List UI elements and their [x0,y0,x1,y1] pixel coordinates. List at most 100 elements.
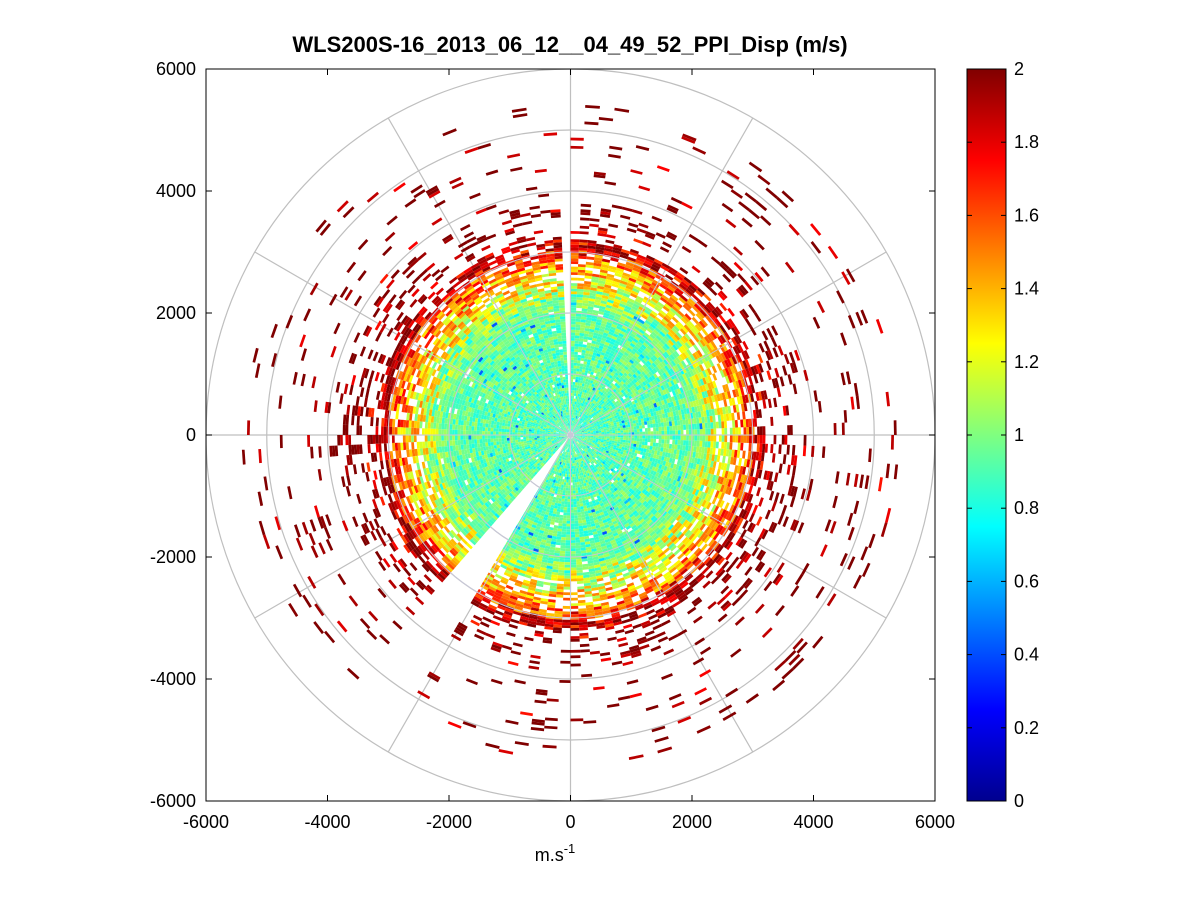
data-cell [724,406,729,414]
data-cell [637,362,643,368]
data-cell [586,421,590,424]
data-cell [665,376,670,383]
data-cell [622,414,626,418]
data-cell [603,398,607,403]
data-cell [587,417,590,420]
data-cell [667,381,673,387]
data-cell [647,335,654,342]
data-cell [574,384,578,388]
data-cell [743,427,747,435]
data-cell [487,431,491,435]
data-cell [611,363,617,368]
data-cell [745,418,749,428]
data-cell [559,316,566,320]
data-cell [719,369,725,378]
data-cell [626,368,632,373]
data-cell [579,327,585,331]
data-cell [675,357,681,364]
data-cell [561,338,567,342]
data-cell [581,415,584,419]
data-cell [659,354,666,361]
data-cell [607,364,612,369]
data-cell [633,423,637,427]
data-cell [737,371,743,380]
data-cell [740,419,744,428]
data-cell [607,370,612,375]
data-cell [685,424,689,430]
data-cell [630,349,636,355]
data-cell [696,372,703,380]
data-cell [576,419,579,423]
data-cell [558,368,562,372]
data-cell [612,374,618,379]
data-cell [603,395,607,399]
data-cell [573,362,577,366]
data-cell [675,430,678,435]
data-cell [662,278,671,286]
data-cell [710,428,714,435]
data-cell [595,415,599,418]
data-cell [643,296,651,303]
data-cell [667,355,673,362]
data-cell [567,401,570,404]
data-cell [694,380,700,388]
data-cell [603,428,607,431]
data-cell [644,362,650,368]
data-cell [583,417,587,421]
data-cell [697,239,708,248]
data-cell [637,415,641,420]
data-cell [614,365,620,370]
data-cell [667,331,674,338]
data-cell [627,337,633,343]
data-cell [744,280,753,291]
data-cell [405,427,409,435]
data-cell [598,420,602,423]
data-cell [651,399,656,404]
data-cell [615,430,618,433]
data-cell [671,327,678,334]
data-cell [579,432,583,434]
data-cell [836,290,845,304]
data-cell [664,303,672,310]
data-cell [652,279,661,286]
data-cell [573,360,578,363]
data-cell [570,269,578,273]
data-cell [485,423,489,428]
data-cell [617,374,622,379]
data-cell [581,419,584,422]
data-cell [635,402,640,407]
data-cell [642,431,646,435]
data-cell [584,430,588,432]
data-cell [577,428,581,430]
data-cell [545,436,548,438]
data-cell [639,382,645,388]
data-cell [668,339,675,346]
data-cell [691,293,700,302]
data-cell [733,246,743,256]
data-cell [653,318,660,325]
data-cell [611,347,617,352]
data-cell [748,376,754,386]
data-cell [661,328,668,336]
data-cell [712,329,720,338]
data-cell [590,409,594,413]
data-cell [671,396,676,402]
data-cell [649,299,657,306]
data-cell [474,422,478,427]
data-cell [608,361,613,366]
data-cell [572,382,576,385]
data-cell [659,283,668,290]
data-cell [490,427,494,432]
data-cell [575,429,578,432]
data-cell [618,351,624,357]
data-cell [699,423,703,430]
data-cell [855,395,860,410]
data-cell [744,192,757,203]
data-cell [570,247,579,251]
data-cell [628,335,635,341]
data-cell [635,364,641,370]
data-cell [670,379,675,386]
data-cell [641,424,645,429]
data-cell [668,283,678,290]
data-cell [501,428,505,432]
